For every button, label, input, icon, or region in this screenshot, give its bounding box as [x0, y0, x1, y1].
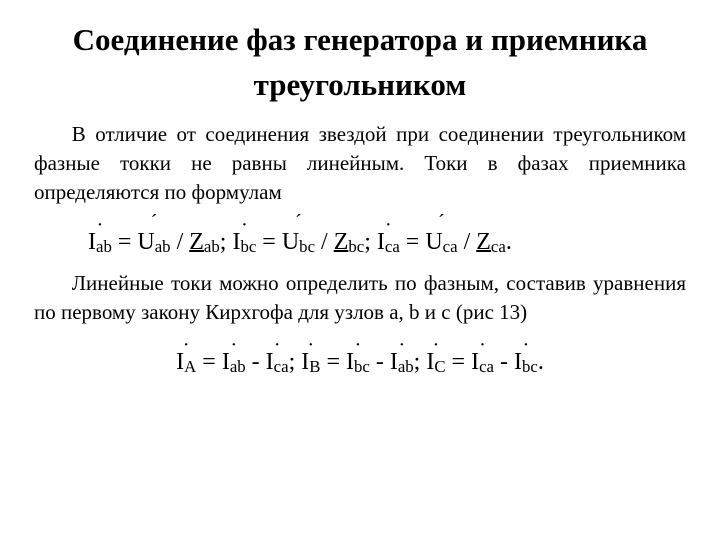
line-current-formula: I·A = I·ab - I·ca; I·B = I·bc - I·ab; I·… — [34, 348, 686, 377]
intro-paragraph: В отличие от соединения звездой при соед… — [34, 120, 686, 207]
page-title: Соединение фаз генератора и приемника тр… — [34, 18, 686, 108]
kirchhoff-paragraph: Линейные токи можно определить по фазным… — [34, 269, 686, 327]
phase-current-formula: I·ab = U´ab / Zab; I·bc = U´bc / Zbc; I·… — [34, 228, 686, 257]
